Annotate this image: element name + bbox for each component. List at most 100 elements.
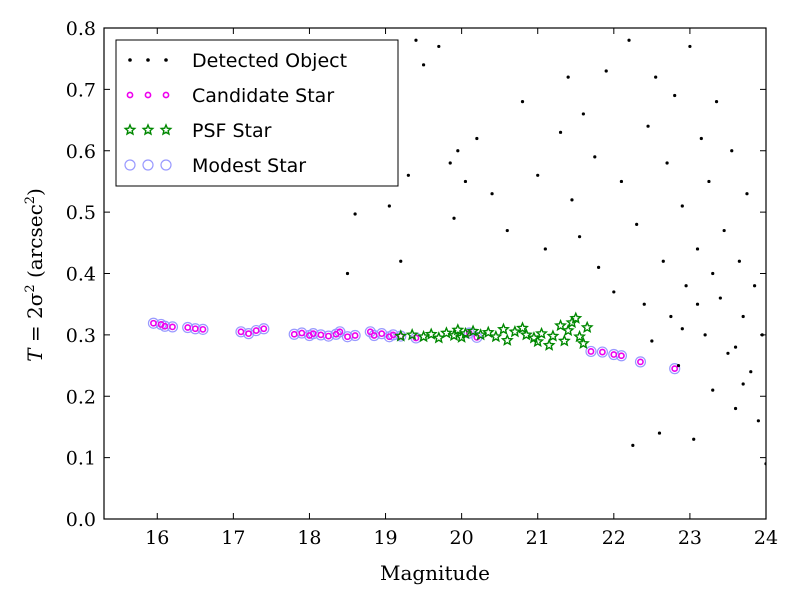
y-tick-label: 0.4	[66, 264, 96, 286]
data-point	[366, 328, 374, 336]
data-point	[260, 325, 268, 333]
y-label-close: )	[23, 188, 47, 196]
data-point	[169, 323, 176, 331]
data-point	[741, 314, 745, 319]
legend-marker	[128, 58, 132, 62]
data-point	[353, 212, 357, 216]
data-point	[619, 179, 624, 184]
legend-marker	[124, 159, 136, 171]
y-tick-label: 0.6	[66, 141, 96, 163]
data-point	[336, 328, 344, 336]
data-point	[634, 356, 647, 368]
legend-label: Candidate Star	[192, 85, 334, 107]
data-point	[695, 247, 700, 251]
data-point	[557, 334, 571, 347]
legend-marker	[141, 123, 155, 136]
data-point	[635, 222, 639, 226]
data-point	[580, 320, 594, 334]
data-point	[490, 192, 494, 196]
y-label-eq: = 2σ	[23, 292, 47, 348]
data-point	[475, 136, 479, 141]
legend-marker	[146, 58, 150, 62]
data-point	[405, 328, 419, 341]
y-label-sup: 2	[23, 284, 38, 292]
data-point	[669, 363, 681, 375]
data-point	[730, 149, 734, 153]
y-tick-label: 0.3	[66, 325, 96, 347]
data-point	[519, 328, 533, 341]
y-tick-label: 0.8	[66, 18, 96, 40]
legend-entry-modest-star: Modest Star	[124, 155, 306, 177]
data-point	[561, 323, 575, 337]
data-point	[466, 324, 480, 337]
data-point	[325, 332, 332, 340]
data-point	[364, 326, 376, 338]
data-point	[749, 370, 753, 374]
data-point	[646, 124, 650, 128]
data-point	[378, 330, 386, 338]
data-point	[317, 331, 325, 339]
data-point	[463, 179, 468, 184]
legend-marker	[164, 58, 168, 62]
plot-area	[147, 38, 766, 466]
data-point	[452, 216, 456, 220]
data-point	[199, 325, 207, 333]
data-point	[680, 327, 684, 331]
data-point	[474, 328, 488, 341]
data-point	[351, 332, 359, 339]
data-point	[671, 365, 679, 373]
data-point	[447, 328, 461, 342]
data-point	[497, 322, 510, 335]
legend-marker	[126, 91, 134, 99]
data-point	[421, 63, 426, 67]
legend-marker	[142, 159, 154, 171]
data-point	[576, 336, 590, 349]
data-point	[458, 326, 472, 340]
data-point	[599, 348, 606, 356]
data-point	[654, 75, 658, 79]
series-psf-star	[394, 311, 594, 351]
x-tick-label: 19	[373, 527, 397, 549]
data-point	[481, 325, 495, 338]
x-tick-label: 18	[297, 527, 321, 549]
data-point	[489, 329, 503, 343]
data-point	[439, 326, 453, 339]
data-point	[692, 437, 696, 441]
data-point	[531, 334, 545, 348]
legend: Detected Object Candidate Star PSF Star Mod…	[115, 39, 399, 187]
data-point	[345, 271, 350, 276]
y-tick-label: 0.1	[66, 448, 96, 470]
y-tick-label: 0.7	[66, 79, 96, 101]
data-point	[631, 443, 635, 447]
data-point	[733, 406, 738, 411]
data-point	[520, 100, 525, 104]
data-point	[703, 333, 707, 337]
legend-marker	[160, 159, 172, 171]
data-point	[596, 346, 609, 358]
data-point	[733, 345, 738, 349]
data-point	[741, 382, 745, 386]
data-point	[684, 284, 688, 288]
data-point	[237, 328, 245, 336]
data-point	[673, 93, 677, 98]
data-point	[558, 130, 563, 134]
x-tick-label: 21	[526, 527, 550, 549]
data-point	[756, 419, 760, 423]
data-point	[745, 192, 749, 196]
y-label-t: T	[23, 347, 47, 362]
data-point	[394, 329, 408, 342]
data-point	[722, 228, 726, 233]
legend-label: PSF Star	[192, 120, 272, 142]
data-point	[627, 38, 631, 42]
data-point	[657, 431, 662, 435]
x-tick-label: 16	[145, 527, 169, 549]
data-point	[309, 330, 317, 338]
data-point	[665, 161, 669, 165]
data-point	[508, 324, 522, 338]
data-point	[399, 259, 403, 263]
tick-marks: 16 17 18 19 20 21 22 23 24 0.0 0.1 0.2 0.3 0.4 0.5 0.6 0…	[66, 18, 778, 549]
data-point	[432, 331, 446, 344]
y-tick-label: 0.5	[66, 202, 96, 224]
x-tick-label: 24	[754, 527, 778, 549]
data-point	[344, 333, 351, 341]
